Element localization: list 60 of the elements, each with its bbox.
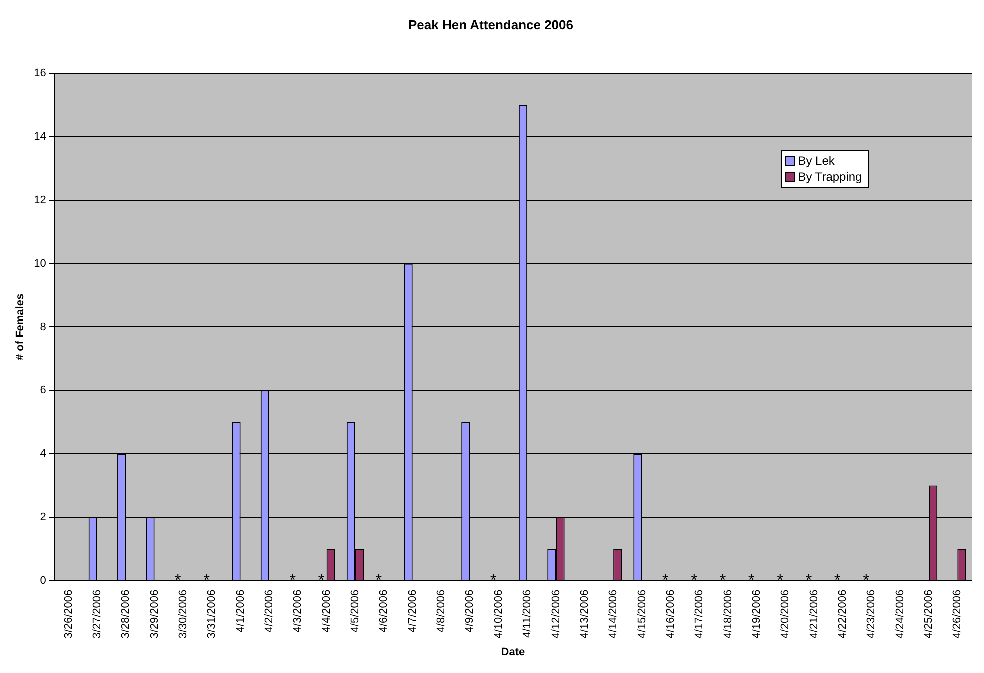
annotation: * — [777, 572, 784, 590]
x-tick-label: 4/6/2006 — [378, 590, 390, 633]
x-tick-label: 4/2/2006 — [264, 590, 276, 633]
x-tick-label: 3/28/2006 — [120, 590, 132, 639]
annotation: * — [318, 572, 325, 590]
y-tick-label: 4 — [40, 448, 46, 460]
y-tick-label: 14 — [34, 131, 46, 144]
x-tick-label: 4/11/2006 — [522, 590, 534, 638]
annotation: * — [691, 572, 698, 590]
x-tick-label: 3/27/2006 — [91, 590, 104, 639]
x-tick-label: 4/4/2006 — [320, 590, 333, 633]
x-tick-label: 4/5/2006 — [350, 590, 362, 633]
x-tick-label: 4/17/2006 — [694, 590, 706, 639]
annotation: * — [720, 572, 726, 590]
x-tick-label: 4/14/2006 — [608, 590, 620, 639]
legend-label: By Lek — [798, 152, 835, 169]
x-tick-label: 4/25/2006 — [923, 590, 936, 639]
annotation: * — [662, 572, 669, 590]
x-tick-label: 3/26/2006 — [62, 590, 75, 639]
x-tick-label: 4/10/2006 — [492, 590, 505, 639]
annotation: * — [204, 572, 210, 590]
legend-label: By Trapping — [798, 168, 862, 185]
annotation: * — [863, 572, 870, 590]
x-tick-label: 4/3/2006 — [292, 590, 304, 633]
y-axis-title: # of Females — [14, 294, 27, 361]
y-tick-label: 2 — [40, 511, 46, 524]
x-tick-label: 4/24/2006 — [894, 590, 906, 639]
y-tick-label: 6 — [40, 384, 46, 397]
annotation: * — [490, 572, 497, 590]
x-tick-label: 3/31/2006 — [206, 590, 218, 639]
y-tick-label: 0 — [40, 574, 46, 587]
y-tick-label: 8 — [40, 321, 46, 334]
annotation: * — [376, 572, 382, 590]
annotation: * — [175, 572, 182, 590]
x-tick-label: 3/29/2006 — [148, 590, 161, 639]
x-tick-label: 4/12/2006 — [550, 590, 562, 639]
x-tick-label: 3/30/2006 — [178, 590, 190, 639]
x-tick-label: 4/22/2006 — [837, 590, 849, 639]
x-tick-label: 4/9/2006 — [464, 590, 476, 633]
x-tick-label: 4/7/2006 — [406, 590, 419, 633]
x-tick-label: 4/16/2006 — [664, 590, 677, 639]
y-tick-label: 12 — [34, 194, 46, 206]
x-tick-label: 4/1/2006 — [234, 590, 247, 633]
chart-title: Peak Hen Attendance 2006 — [408, 17, 574, 32]
x-tick-label: 4/26/2006 — [952, 590, 964, 639]
y-tick-label: 10 — [34, 258, 46, 270]
annotation: * — [748, 572, 755, 590]
annotation: * — [834, 572, 841, 590]
x-tick-label: 4/23/2006 — [866, 590, 878, 639]
x-tick-label: 4/19/2006 — [750, 590, 763, 639]
x-tick-label: 4/21/2006 — [808, 590, 820, 639]
annotation: * — [290, 572, 296, 590]
x-tick-label: 4/8/2006 — [436, 590, 448, 633]
y-tick-label: 16 — [34, 68, 46, 80]
x-tick-label: 4/18/2006 — [722, 590, 734, 639]
x-tick-label: 4/15/2006 — [636, 590, 648, 639]
x-tick-label: 4/13/2006 — [578, 590, 591, 639]
annotation: * — [806, 572, 812, 590]
x-axis-title: Date — [501, 646, 526, 658]
x-tick-label: 4/20/2006 — [780, 590, 792, 639]
